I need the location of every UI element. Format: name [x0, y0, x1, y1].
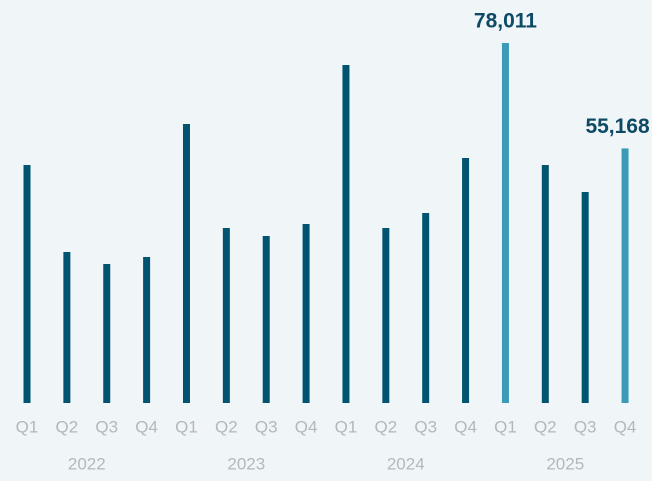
bar — [382, 228, 390, 403]
x-tick-label: Q3 — [255, 417, 278, 436]
x-tick-label: Q3 — [414, 417, 437, 436]
value-label: 55,168 — [585, 115, 650, 138]
year-label: 2024 — [387, 454, 425, 473]
x-tick-label: Q4 — [135, 417, 158, 436]
x-tick-label: Q2 — [534, 417, 557, 436]
bar — [63, 252, 71, 403]
bar — [103, 264, 111, 403]
bar — [342, 65, 350, 403]
x-tick-label: Q3 — [574, 417, 597, 436]
x-tick-label: Q1 — [494, 417, 517, 436]
bar — [182, 123, 190, 403]
bar — [621, 148, 629, 403]
x-tick-label: Q2 — [215, 417, 238, 436]
bar — [501, 43, 509, 403]
bar — [222, 228, 230, 403]
x-tick-label: Q2 — [56, 417, 79, 436]
x-tick-label: Q4 — [454, 417, 477, 436]
x-tick-label: Q4 — [295, 417, 318, 436]
bar — [23, 165, 31, 403]
year-label: 2023 — [227, 454, 265, 473]
x-tick-label: Q1 — [335, 417, 358, 436]
bar — [462, 158, 470, 403]
bar — [302, 223, 310, 403]
year-label: 2022 — [68, 454, 106, 473]
bar — [143, 256, 151, 403]
bar — [262, 235, 270, 403]
value-label: 78,011 — [474, 10, 537, 33]
x-tick-label: Q2 — [374, 417, 397, 436]
bar — [422, 213, 430, 403]
x-tick-label: Q1 — [16, 417, 39, 436]
year-label: 2025 — [546, 454, 584, 473]
x-tick-label: Q1 — [175, 417, 198, 436]
x-tick-label: Q3 — [95, 417, 118, 436]
bar — [581, 192, 589, 403]
bar — [541, 165, 549, 403]
x-tick-label: Q4 — [614, 417, 637, 436]
